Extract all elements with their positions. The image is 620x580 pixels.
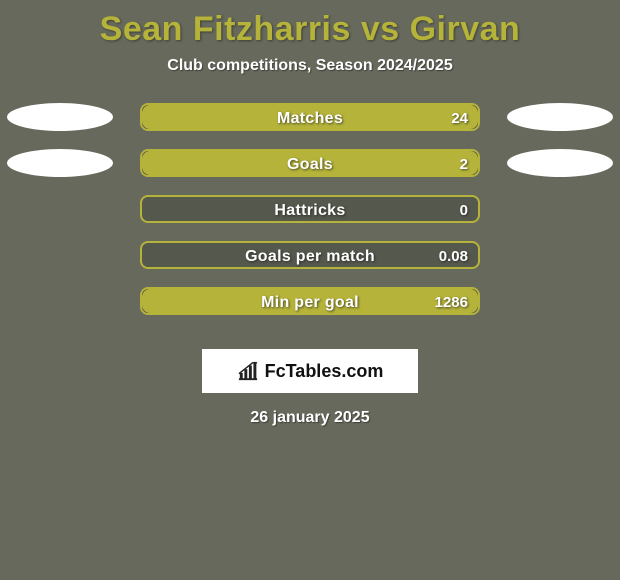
bar-fill	[142, 289, 478, 313]
stat-value: 0.08	[439, 243, 468, 271]
stat-row: Goals2	[0, 149, 620, 195]
logo-text: FcTables.com	[265, 361, 384, 382]
bar-fill	[142, 151, 478, 175]
bar-track: Hattricks0	[140, 195, 480, 223]
page-title: Sean Fitzharris vs Girvan	[0, 0, 620, 49]
stat-row: Goals per match0.08	[0, 241, 620, 287]
subtitle: Club competitions, Season 2024/2025	[0, 57, 620, 75]
stat-label: Goals per match	[142, 243, 478, 271]
bar-track: Goals2	[140, 149, 480, 177]
stat-row: Hattricks0	[0, 195, 620, 241]
left-ellipse	[7, 103, 113, 131]
stat-row: Matches24	[0, 103, 620, 149]
stat-value: 0	[460, 197, 468, 225]
right-ellipse	[507, 149, 613, 177]
right-ellipse	[507, 103, 613, 131]
stat-rows: Matches24 Goals2 Hattricks0 Goals per match…	[0, 103, 620, 333]
bar-track: Goals per match0.08	[140, 241, 480, 269]
logo-box: FcTables.com	[202, 349, 418, 393]
comparison-infographic: Sean Fitzharris vs Girvan Club competiti…	[0, 0, 620, 580]
chart-icon	[237, 361, 259, 381]
bar-fill	[142, 105, 478, 129]
date-text: 26 january 2025	[0, 409, 620, 427]
stat-row: Min per goal1286	[0, 287, 620, 333]
stat-label: Hattricks	[142, 197, 478, 225]
left-ellipse	[7, 149, 113, 177]
bar-track: Matches24	[140, 103, 480, 131]
bar-track: Min per goal1286	[140, 287, 480, 315]
